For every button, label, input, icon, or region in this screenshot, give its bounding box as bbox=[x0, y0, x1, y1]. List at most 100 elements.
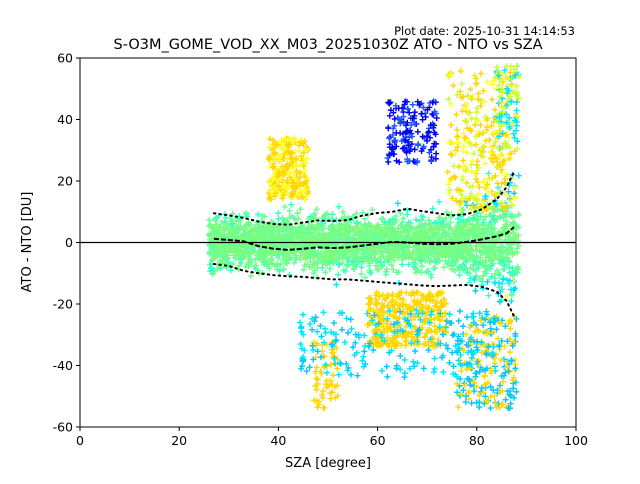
data-point bbox=[495, 100, 502, 107]
data-point bbox=[505, 188, 512, 195]
data-point bbox=[472, 121, 479, 128]
data-point bbox=[361, 332, 368, 339]
data-point bbox=[483, 308, 490, 315]
y-tick-label: -20 bbox=[53, 297, 73, 312]
data-point bbox=[329, 341, 336, 348]
data-point bbox=[370, 232, 377, 239]
data-point bbox=[350, 265, 357, 272]
data-point bbox=[418, 222, 425, 229]
data-point bbox=[467, 275, 474, 282]
data-point bbox=[374, 327, 381, 334]
data-point bbox=[310, 270, 317, 277]
data-point bbox=[450, 363, 457, 370]
data-point bbox=[427, 271, 434, 278]
data-point bbox=[358, 264, 365, 271]
data-point bbox=[489, 238, 496, 245]
data-point bbox=[493, 201, 500, 208]
data-point bbox=[430, 293, 437, 300]
data-point bbox=[455, 333, 462, 340]
data-point bbox=[505, 257, 512, 264]
data-point bbox=[299, 311, 306, 318]
data-point bbox=[417, 301, 424, 308]
data-point bbox=[466, 227, 473, 234]
y-tick-label: 0 bbox=[65, 235, 73, 250]
data-point bbox=[425, 221, 432, 228]
data-point bbox=[408, 255, 415, 262]
data-point bbox=[288, 213, 295, 220]
data-point bbox=[264, 231, 271, 238]
data-point bbox=[400, 215, 407, 222]
data-point bbox=[452, 233, 459, 240]
data-point bbox=[471, 349, 478, 356]
data-point bbox=[473, 344, 480, 351]
data-point bbox=[489, 250, 496, 257]
data-point bbox=[276, 267, 283, 274]
data-point bbox=[474, 338, 481, 345]
data-point bbox=[482, 316, 489, 323]
data-point bbox=[265, 261, 272, 268]
data-point bbox=[503, 292, 510, 299]
data-point bbox=[498, 166, 505, 173]
data-point bbox=[301, 138, 308, 145]
data-point bbox=[322, 325, 329, 332]
data-point bbox=[392, 137, 399, 144]
data-point bbox=[487, 383, 494, 390]
data-point bbox=[338, 225, 345, 232]
data-point bbox=[503, 63, 510, 70]
data-point bbox=[367, 270, 374, 277]
data-point bbox=[474, 358, 481, 365]
data-point bbox=[387, 227, 394, 234]
data-point bbox=[493, 164, 500, 171]
data-point bbox=[393, 299, 400, 306]
data-point bbox=[419, 228, 426, 235]
data-point bbox=[376, 293, 383, 300]
data-point bbox=[395, 228, 402, 235]
data-point bbox=[412, 348, 419, 355]
data-point bbox=[468, 95, 475, 102]
data-point bbox=[331, 320, 338, 327]
data-point bbox=[488, 262, 495, 269]
data-point bbox=[409, 101, 416, 108]
data-point bbox=[259, 251, 266, 258]
data-point bbox=[398, 222, 405, 229]
data-point bbox=[503, 119, 510, 126]
data-point bbox=[322, 253, 329, 260]
data-point bbox=[414, 158, 421, 165]
data-point bbox=[360, 363, 367, 370]
data-point bbox=[497, 214, 504, 221]
data-point bbox=[446, 359, 453, 366]
data-point bbox=[462, 195, 469, 202]
data-point bbox=[498, 202, 505, 209]
data-point bbox=[513, 107, 520, 114]
data-point bbox=[429, 99, 436, 106]
data-point bbox=[508, 298, 515, 305]
data-point bbox=[320, 309, 327, 316]
data-point bbox=[429, 297, 436, 304]
data-point bbox=[483, 397, 490, 404]
data-point bbox=[513, 127, 520, 134]
data-point bbox=[435, 289, 442, 296]
data-point bbox=[430, 224, 437, 231]
data-point bbox=[442, 215, 449, 222]
data-point bbox=[406, 365, 413, 372]
data-point bbox=[509, 377, 516, 384]
data-point bbox=[314, 380, 321, 387]
data-point bbox=[495, 72, 502, 79]
data-point bbox=[437, 245, 444, 252]
data-point bbox=[445, 181, 452, 188]
data-point bbox=[285, 148, 292, 155]
data-point bbox=[449, 236, 456, 243]
data-point bbox=[291, 174, 298, 181]
data-point bbox=[433, 298, 440, 305]
data-point bbox=[498, 373, 505, 380]
data-point bbox=[500, 71, 507, 78]
data-point bbox=[503, 111, 510, 118]
data-point bbox=[482, 384, 489, 391]
data-point bbox=[313, 375, 320, 382]
data-point bbox=[457, 207, 464, 214]
data-point bbox=[372, 302, 379, 309]
data-point bbox=[269, 164, 276, 171]
data-point bbox=[454, 380, 461, 387]
data-point bbox=[515, 172, 522, 179]
